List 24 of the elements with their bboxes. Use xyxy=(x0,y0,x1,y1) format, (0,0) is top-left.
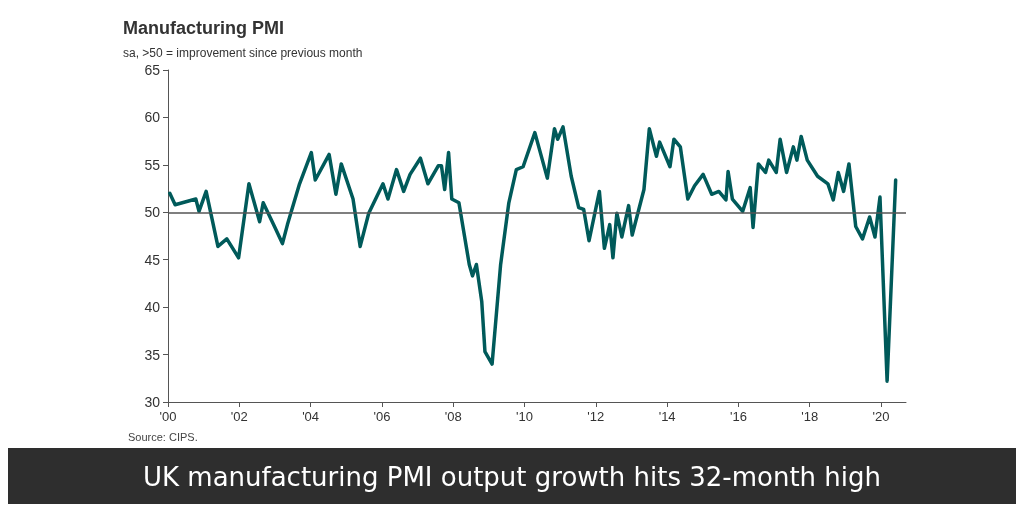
y-tick-label: 60 xyxy=(144,109,161,126)
y-tick-label: 45 xyxy=(144,251,161,268)
x-tick-label: '18 xyxy=(801,409,819,424)
x-tick-label: '20 xyxy=(872,409,890,424)
chart-subtitle: sa, >50 = improvement since previous month xyxy=(123,46,363,60)
x-tick-label: '00 xyxy=(159,409,177,424)
line-series xyxy=(168,125,898,383)
text: UK manufacturing PMI output growth hits 32-month high xyxy=(142,462,882,492)
x-tick-label: '02 xyxy=(230,409,248,424)
y-tick-label: 65 xyxy=(144,62,161,78)
y-tick-label: 50 xyxy=(144,204,161,221)
y-tick-label: 55 xyxy=(144,156,161,173)
chart-title: Manufacturing PMI xyxy=(123,18,284,38)
x-tick-label: '14 xyxy=(658,409,676,424)
x-tick-label: '12 xyxy=(587,409,605,424)
x-tick-label: '06 xyxy=(373,409,391,424)
x-tick-label: '08 xyxy=(444,409,462,424)
x-tick-label: '04 xyxy=(302,409,320,424)
x-tick-label: '10 xyxy=(516,409,533,424)
y-tick-label: 30 xyxy=(144,394,161,410)
y-tick-label: 35 xyxy=(144,346,161,363)
source-note: Source: CIPS. xyxy=(128,430,198,443)
y-tick-label: 40 xyxy=(144,299,161,316)
x-tick-label: '16 xyxy=(729,409,747,424)
